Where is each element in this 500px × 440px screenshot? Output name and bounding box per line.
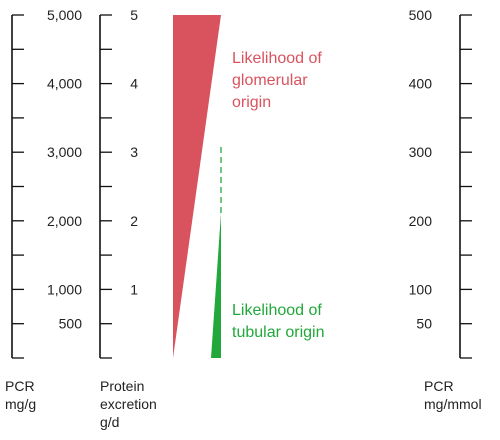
axis-pcr-mg-per-mmol: 500 400 300 200 100 50 PCR mg/mmol bbox=[409, 7, 482, 412]
tubular-label-line-2: tubular origin bbox=[232, 324, 325, 341]
glomerular-likelihood-label: Likelihood of glomerular origin bbox=[232, 50, 326, 111]
glomerular-label-line-1: Likelihood of bbox=[232, 50, 322, 67]
caption-protein-excretion-line-3: g/d bbox=[100, 414, 119, 430]
tubular-label-line-1: Likelihood of bbox=[232, 302, 322, 319]
tick-label: 4 bbox=[130, 76, 138, 92]
tick-label: 500 bbox=[409, 7, 433, 23]
caption-protein-excretion-line-2: excretion bbox=[100, 396, 157, 412]
tick-label: 300 bbox=[409, 144, 433, 160]
glomerular-wedge-group: Likelihood of glomerular origin bbox=[173, 15, 326, 358]
tick-label: 4,000 bbox=[47, 76, 82, 92]
caption-pcr-mg-per-g-line-2: mg/g bbox=[5, 396, 36, 412]
caption-pcr-mg-per-mmol: PCR mg/mmol bbox=[424, 378, 482, 412]
axis-protein-excretion: 5 4 3 2 1 Protein excretion g/d bbox=[99, 7, 161, 430]
tick-label: 3,000 bbox=[47, 144, 82, 160]
caption-protein-excretion: Protein excretion g/d bbox=[100, 378, 161, 430]
tick-label: 5 bbox=[130, 7, 138, 23]
tick-label: 1 bbox=[130, 281, 138, 297]
glomerular-label-line-2: glomerular bbox=[232, 72, 308, 89]
caption-pcr-mg-per-g-line-1: PCR bbox=[5, 378, 35, 394]
tick-labels-protein-excretion: 5 4 3 2 1 bbox=[130, 7, 138, 297]
tick-label: 3 bbox=[130, 144, 138, 160]
tick-label: 1,000 bbox=[47, 281, 82, 297]
tick-label: 100 bbox=[409, 281, 433, 297]
caption-pcr-mg-per-mmol-line-2: mg/mmol bbox=[424, 396, 482, 412]
tick-label: 200 bbox=[409, 213, 433, 229]
tick-label: 2,000 bbox=[47, 213, 82, 229]
tick-label: 400 bbox=[409, 76, 433, 92]
tick-labels-pcr-mg-per-g: 5,000 4,000 3,000 2,000 1,000 500 bbox=[47, 7, 82, 332]
caption-pcr-mg-per-mmol-line-1: PCR bbox=[424, 378, 454, 394]
glomerular-likelihood-wedge bbox=[173, 15, 221, 358]
tubular-wedge-group: Likelihood of tubular origin bbox=[211, 147, 326, 358]
caption-protein-excretion-line-1: Protein bbox=[100, 378, 144, 394]
caption-pcr-mg-per-g: PCR mg/g bbox=[5, 378, 38, 412]
tick-label: 5,000 bbox=[47, 7, 82, 23]
tubular-likelihood-wedge bbox=[211, 213, 221, 358]
tick-label: 2 bbox=[130, 213, 138, 229]
tick-marks-pcr-mg-per-g bbox=[12, 14, 24, 359]
glomerular-label-line-3: origin bbox=[232, 94, 271, 111]
tick-labels-pcr-mg-per-mmol: 500 400 300 200 100 50 bbox=[409, 7, 433, 332]
tick-marks-protein-excretion bbox=[100, 14, 112, 359]
axis-pcr-mg-per-g: 5,000 4,000 3,000 2,000 1,000 500 PCR mg/g bbox=[5, 7, 82, 412]
tick-marks-pcr-mg-per-mmol bbox=[460, 14, 472, 359]
tick-label: 500 bbox=[59, 316, 83, 332]
tick-label: 50 bbox=[416, 316, 432, 332]
tubular-likelihood-label: Likelihood of tubular origin bbox=[232, 302, 326, 341]
